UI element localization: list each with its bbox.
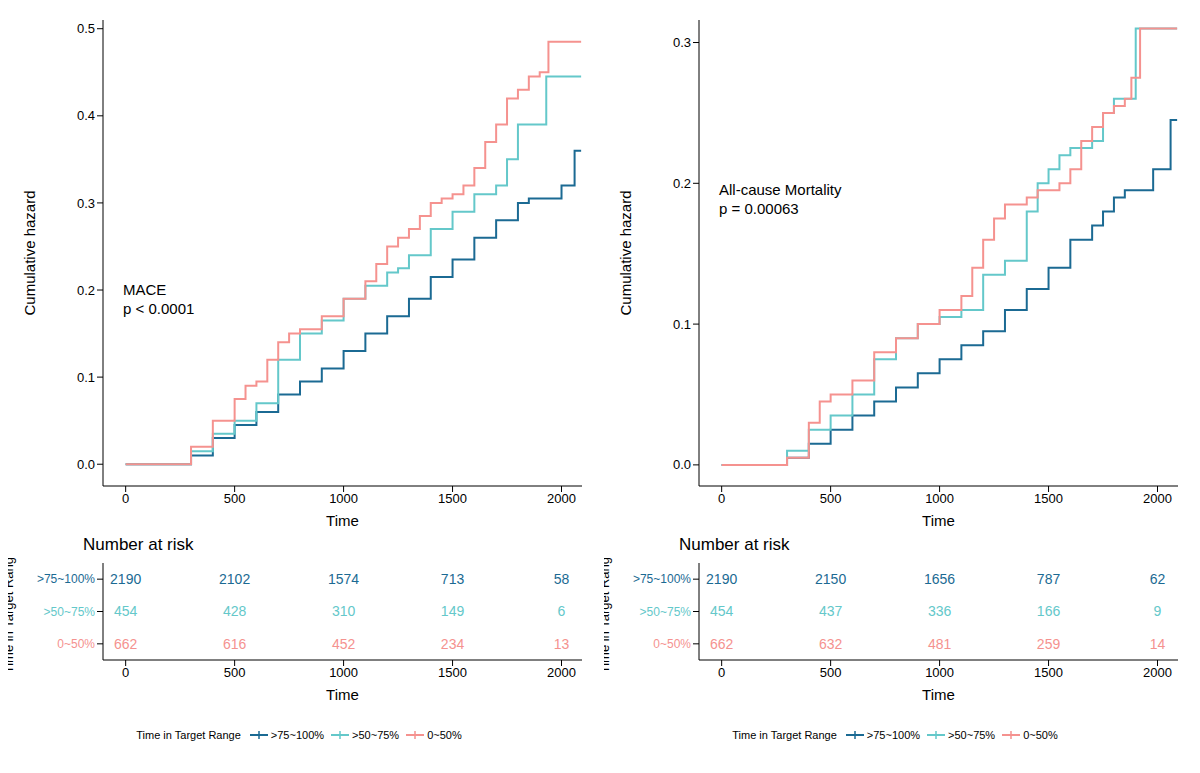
svg-text:1000: 1000 bbox=[925, 491, 954, 506]
svg-text:Time: Time bbox=[326, 686, 359, 703]
svg-text:437: 437 bbox=[819, 603, 843, 619]
svg-text:2150: 2150 bbox=[815, 571, 846, 587]
svg-text:1000: 1000 bbox=[329, 665, 358, 680]
svg-text:662: 662 bbox=[114, 636, 138, 652]
svg-text:0~50%: 0~50% bbox=[653, 637, 691, 651]
html-text:>75~100%: >75~100% bbox=[866, 729, 920, 741]
svg-text:0.5: 0.5 bbox=[77, 21, 95, 36]
svg-text:2000: 2000 bbox=[547, 491, 576, 506]
svg-text:>50~75%: >50~75% bbox=[44, 605, 96, 619]
svg-text:0.2: 0.2 bbox=[77, 283, 95, 298]
svg-text:0.1: 0.1 bbox=[77, 370, 95, 385]
svg-text:454: 454 bbox=[114, 603, 138, 619]
html-text:p < 0.0001: p < 0.0001 bbox=[123, 300, 195, 317]
html-text:Time in Target Range: Time in Target Range bbox=[136, 729, 241, 741]
svg-text:Time in Target Range: Time in Target Range bbox=[604, 557, 612, 673]
svg-text:662: 662 bbox=[710, 636, 734, 652]
svg-text:Cumulative hazard: Cumulative hazard bbox=[21, 190, 38, 315]
svg-text:0.3: 0.3 bbox=[77, 196, 95, 211]
html-text:>50~75%: >50~75% bbox=[948, 729, 996, 741]
svg-text:0: 0 bbox=[122, 491, 129, 506]
html-text:Number at risk: Number at risk bbox=[83, 535, 194, 554]
svg-text:500: 500 bbox=[820, 491, 842, 506]
svg-text:>50~75%: >50~75% bbox=[640, 605, 692, 619]
svg-text:0.0: 0.0 bbox=[77, 457, 95, 472]
svg-text:616: 616 bbox=[223, 636, 247, 652]
svg-text:0.2: 0.2 bbox=[673, 176, 691, 191]
svg-text:481: 481 bbox=[928, 636, 952, 652]
svg-text:0.3: 0.3 bbox=[673, 35, 691, 50]
html-text:0~50%: 0~50% bbox=[427, 729, 462, 741]
svg-text:0: 0 bbox=[718, 665, 725, 680]
svg-text:787: 787 bbox=[1037, 571, 1061, 587]
svg-text:713: 713 bbox=[441, 571, 465, 587]
svg-text:Cumulative hazard: Cumulative hazard bbox=[617, 190, 634, 315]
svg-text:0: 0 bbox=[122, 665, 129, 680]
svg-text:452: 452 bbox=[332, 636, 356, 652]
svg-text:62: 62 bbox=[1150, 571, 1166, 587]
svg-text:1000: 1000 bbox=[329, 491, 358, 506]
html-text:0~50%: 0~50% bbox=[1023, 729, 1058, 741]
svg-text:336: 336 bbox=[928, 603, 952, 619]
svg-text:2000: 2000 bbox=[1143, 491, 1172, 506]
svg-text:Time: Time bbox=[922, 686, 955, 703]
svg-text:9: 9 bbox=[1154, 603, 1162, 619]
svg-text:0.1: 0.1 bbox=[673, 317, 691, 332]
svg-text:632: 632 bbox=[819, 636, 843, 652]
svg-text:Time: Time bbox=[922, 512, 955, 529]
svg-text:1500: 1500 bbox=[1034, 491, 1063, 506]
svg-text:0.0: 0.0 bbox=[673, 457, 691, 472]
svg-text:13: 13 bbox=[554, 636, 570, 652]
svg-text:1574: 1574 bbox=[328, 571, 359, 587]
svg-text:Time in Target Range: Time in Target Range bbox=[8, 557, 16, 673]
svg-text:6: 6 bbox=[558, 603, 566, 619]
html-text:>50~75%: >50~75% bbox=[352, 729, 400, 741]
svg-text:500: 500 bbox=[820, 665, 842, 680]
svg-text:2190: 2190 bbox=[706, 571, 737, 587]
html-text:>75~100%: >75~100% bbox=[270, 729, 324, 741]
svg-text:0~50%: 0~50% bbox=[57, 637, 95, 651]
svg-text:454: 454 bbox=[710, 603, 734, 619]
svg-text:259: 259 bbox=[1037, 636, 1061, 652]
svg-text:1500: 1500 bbox=[1034, 665, 1063, 680]
html-text:Number at risk: Number at risk bbox=[679, 535, 790, 554]
svg-text:1500: 1500 bbox=[438, 665, 467, 680]
svg-text:1500: 1500 bbox=[438, 491, 467, 506]
svg-text:2190: 2190 bbox=[110, 571, 141, 587]
svg-text:14: 14 bbox=[1150, 636, 1166, 652]
html-text:All-cause Mortality: All-cause Mortality bbox=[719, 181, 842, 198]
svg-text:0: 0 bbox=[718, 491, 725, 506]
svg-text:166: 166 bbox=[1037, 603, 1061, 619]
html-text:Time in Target Range: Time in Target Range bbox=[732, 729, 837, 741]
svg-text:0.4: 0.4 bbox=[77, 108, 95, 123]
svg-text:>75~100%: >75~100% bbox=[633, 572, 691, 586]
svg-text:>75~100%: >75~100% bbox=[37, 572, 95, 586]
svg-text:149: 149 bbox=[441, 603, 465, 619]
html-text:p = 0.00063: p = 0.00063 bbox=[719, 200, 799, 217]
svg-text:Time: Time bbox=[326, 512, 359, 529]
svg-text:234: 234 bbox=[441, 636, 465, 652]
svg-text:2000: 2000 bbox=[1143, 665, 1172, 680]
svg-text:2102: 2102 bbox=[219, 571, 250, 587]
svg-text:500: 500 bbox=[224, 665, 246, 680]
svg-text:500: 500 bbox=[224, 491, 246, 506]
svg-text:2000: 2000 bbox=[547, 665, 576, 680]
html-text:MACE: MACE bbox=[123, 281, 167, 298]
svg-text:428: 428 bbox=[223, 603, 247, 619]
svg-text:310: 310 bbox=[332, 603, 356, 619]
svg-text:1656: 1656 bbox=[924, 571, 955, 587]
svg-text:1000: 1000 bbox=[925, 665, 954, 680]
svg-text:58: 58 bbox=[554, 571, 570, 587]
